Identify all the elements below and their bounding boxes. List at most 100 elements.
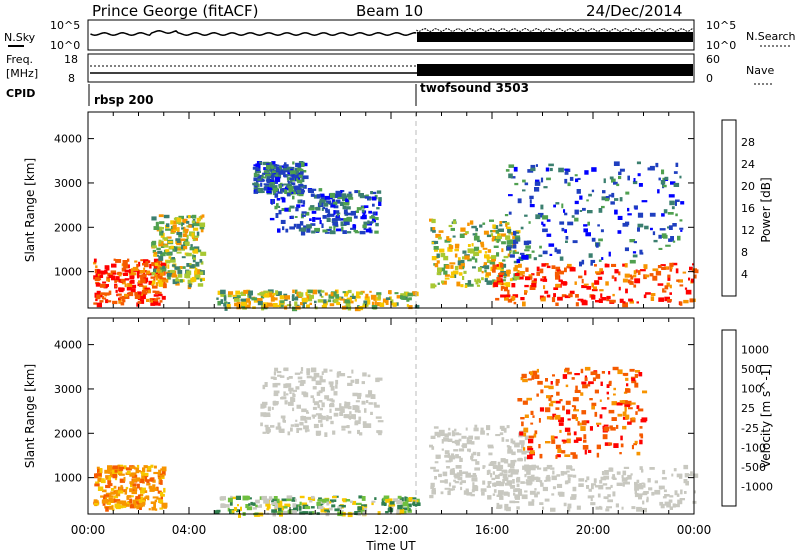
- heatmap-cell: [355, 210, 359, 213]
- heatmap-cell: [458, 438, 462, 442]
- heatmap-cell: [610, 427, 616, 431]
- heatmap-cell: [341, 498, 347, 502]
- heatmap-cell: [555, 202, 560, 205]
- heatmap-cell: [513, 260, 518, 264]
- heatmap-cell: [434, 476, 437, 480]
- heatmap-cell: [321, 223, 324, 228]
- heatmap-cell: [192, 248, 198, 253]
- heatmap-cell: [532, 415, 535, 418]
- heatmap-cell: [470, 493, 475, 497]
- heatmap-cell: [504, 297, 509, 301]
- heatmap-cell: [372, 211, 376, 215]
- heatmap-cell: [118, 466, 125, 470]
- heatmap-cell: [518, 263, 522, 268]
- heatmap-cell: [580, 426, 586, 431]
- heatmap-cell: [175, 238, 181, 242]
- heatmap-cell: [467, 244, 471, 247]
- heatmap-cell: [389, 501, 395, 505]
- heatmap-cell: [481, 277, 484, 281]
- heatmap-cell: [535, 164, 538, 167]
- heatmap-cell: [689, 298, 694, 303]
- heatmap-cell: [294, 301, 298, 306]
- heatmap-cell: [591, 402, 597, 407]
- heatmap-cell: [276, 203, 279, 208]
- heatmap-cell: [692, 263, 695, 266]
- power-colorbar-label: Power [dB]: [759, 177, 773, 242]
- heatmap-cell: [521, 494, 528, 500]
- heatmap-cell: [296, 223, 301, 229]
- heatmap-cell: [600, 506, 603, 510]
- heatmap-cell: [349, 296, 352, 301]
- heatmap-cell: [641, 482, 645, 485]
- heatmap-cell: [460, 284, 464, 288]
- heatmap-cell: [519, 440, 525, 445]
- heatmap-cell: [345, 198, 349, 203]
- heatmap-cell: [335, 199, 341, 204]
- heatmap-cell: [197, 269, 200, 274]
- heatmap-cell: [324, 231, 330, 234]
- heatmap-cell: [257, 300, 263, 306]
- heatmap-cell: [174, 266, 180, 270]
- heatmap-cell: [233, 298, 240, 302]
- heatmap-cell: [622, 425, 627, 430]
- heatmap-cell: [95, 299, 98, 302]
- heatmap-cell: [554, 247, 558, 253]
- heatmap-cell: [159, 271, 165, 276]
- heatmap-cell: [509, 500, 516, 504]
- heatmap-cell: [593, 478, 597, 483]
- heatmap-cell: [639, 483, 643, 486]
- heatmap-cell: [669, 267, 673, 272]
- heatmap-cell: [570, 452, 576, 455]
- heatmap-cell: [291, 497, 296, 500]
- heatmap-cell: [196, 231, 200, 237]
- heatmap-cell: [317, 415, 323, 420]
- heatmap-cell: [188, 283, 192, 288]
- heatmap-cell: [573, 405, 577, 410]
- heatmap-cell: [388, 502, 392, 507]
- heatmap-cell: [404, 496, 407, 501]
- heatmap-cell: [513, 273, 516, 278]
- heatmap-cell: [601, 471, 605, 476]
- heatmap-cell: [501, 241, 506, 245]
- heatmap-cell: [186, 270, 192, 275]
- heatmap-cell: [573, 439, 579, 443]
- heatmap-cell: [583, 224, 588, 227]
- heatmap-cell: [630, 473, 633, 476]
- heatmap-cell: [513, 166, 518, 172]
- heatmap-cell: [408, 305, 413, 310]
- heatmap-cell: [450, 468, 453, 471]
- heatmap-cell: [249, 497, 252, 500]
- heatmap-cell: [462, 276, 465, 280]
- heatmap-cell: [247, 505, 253, 508]
- heatmap-cell: [354, 407, 360, 413]
- heatmap-cell: [452, 485, 456, 488]
- heatmap-cell: [642, 390, 648, 394]
- heatmap-cell: [430, 466, 436, 470]
- heatmap-cell: [524, 284, 529, 288]
- heatmap-cell: [378, 430, 382, 436]
- heatmap-cell: [457, 260, 461, 266]
- heatmap-cell: [552, 486, 556, 490]
- heatmap-cell: [183, 246, 188, 250]
- heatmap-cell: [637, 223, 644, 228]
- heatmap-cell: [517, 449, 523, 453]
- heatmap-cell: [270, 376, 276, 380]
- heatmap-cell: [494, 280, 500, 283]
- heatmap-cell: [530, 164, 536, 170]
- heatmap-cell: [106, 276, 110, 282]
- heatmap-cell: [454, 265, 459, 271]
- heatmap-cell: [679, 175, 682, 179]
- heatmap-cell: [270, 165, 274, 169]
- heatmap-cell: [317, 299, 324, 303]
- heatmap-cell: [434, 461, 439, 464]
- heatmap-cell: [642, 492, 648, 496]
- heatmap-cell: [624, 481, 630, 485]
- heatmap-cell: [448, 488, 454, 491]
- heatmap-cell: [599, 270, 604, 275]
- heatmap-cell: [354, 298, 357, 302]
- heatmap-cell: [375, 416, 382, 419]
- heatmap-cell: [139, 501, 145, 507]
- heatmap-cell: [251, 297, 258, 301]
- heatmap-cell: [507, 253, 511, 257]
- heatmap-cell: [486, 470, 490, 475]
